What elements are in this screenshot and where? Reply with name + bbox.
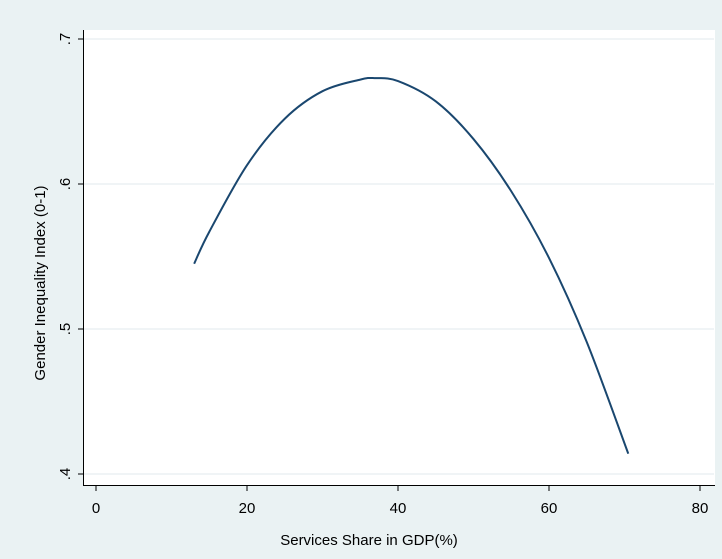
y-tick-label-0: .4	[57, 468, 74, 481]
y-axis-label: Gender Inequality Index (0-1)	[32, 185, 49, 380]
x-tick-label-3: 60	[541, 500, 558, 517]
series-group	[193, 76, 630, 455]
x-tick-label-4: 80	[692, 500, 709, 517]
y-tick-label-3: .7	[57, 33, 74, 46]
y-tick-label-1: .5	[57, 323, 74, 336]
x-tick-label-1: 20	[239, 500, 256, 517]
x-tick-label-0: 0	[92, 500, 100, 517]
series-line-0	[193, 76, 630, 455]
grid-lines	[84, 38, 714, 475]
y-axis-ticks: .4 .5 .6 .7	[57, 33, 84, 481]
plot-area	[83, 30, 715, 485]
y-tick-label-2: .6	[57, 178, 74, 191]
x-tick-label-2: 40	[390, 500, 407, 517]
x-axis-ticks: 0 20 40 60 80	[92, 485, 709, 517]
x-axis-label: Services Share in GDP(%)	[280, 532, 458, 549]
axes	[83, 30, 715, 486]
